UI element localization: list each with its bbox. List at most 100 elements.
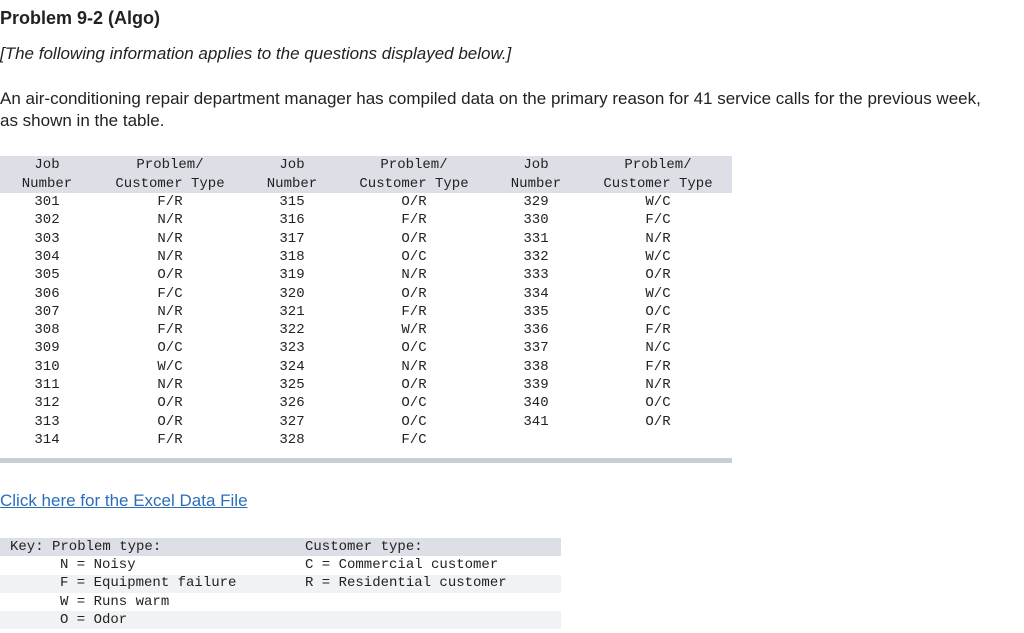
table-cell: 329 — [523, 194, 549, 210]
table-cell: N/C — [645, 340, 671, 357]
table-cell: 311 — [34, 377, 60, 393]
key-text: Key: Problem type: — [10, 539, 162, 555]
table-cell: F/C — [157, 285, 183, 302]
table-cell: N/R — [401, 358, 427, 375]
table-cell: N/R — [157, 377, 183, 393]
table-cell: 325 — [279, 377, 305, 393]
table-cell: 315 — [279, 194, 305, 210]
table-cell: 332 — [523, 248, 549, 265]
table-cell: 327 — [279, 413, 305, 430]
table-cell: N/R — [157, 230, 183, 247]
table-cell: 338 — [523, 358, 549, 375]
table-cell: O/C — [401, 413, 427, 430]
table-cell: 321 — [279, 303, 305, 320]
table-cell: 303 — [34, 230, 60, 247]
column-header: Problem/ — [136, 157, 204, 173]
table-cell: W/C — [645, 248, 671, 265]
key-text: Customer type: — [305, 539, 423, 555]
table-cell: O/C — [645, 303, 671, 320]
table-cell: 340 — [523, 395, 549, 412]
table-cell: F/R — [401, 212, 427, 229]
table-cell: O/R — [645, 267, 671, 284]
table-cell: 308 — [34, 322, 60, 339]
table-cell: 326 — [279, 395, 305, 412]
key-text: N = Noisy — [60, 557, 136, 574]
key-text: F = Equipment failure — [60, 575, 237, 592]
table-cell: F/R — [157, 322, 183, 339]
table-cell: 335 — [523, 303, 549, 320]
table-cell: W/R — [401, 322, 427, 339]
table-cell: O/R — [401, 377, 427, 393]
table-cell: 309 — [34, 340, 60, 357]
column-header: Customer Type — [115, 175, 225, 192]
table-cell: 322 — [279, 322, 305, 339]
table-cell: O/R — [401, 194, 427, 210]
table-cell: 317 — [279, 230, 305, 247]
key-row-bg — [0, 575, 561, 593]
intro: An air-conditioning repair department ma… — [0, 89, 981, 130]
table-cell: 310 — [34, 358, 60, 375]
key-text: C = Commercial customer — [305, 557, 499, 574]
column-header: Problem/ — [380, 157, 448, 173]
table-cell: 307 — [34, 303, 60, 320]
table-cell: 341 — [523, 413, 549, 430]
table-cell: O/R — [157, 413, 183, 430]
table-cell: 324 — [279, 358, 305, 375]
key-text: R = Residential customer — [305, 575, 507, 592]
column-header: Job — [34, 157, 60, 173]
table-cell: 330 — [523, 212, 549, 229]
table-cell: W/C — [645, 285, 671, 302]
table-cell: O/C — [401, 248, 427, 265]
column-header: Number — [21, 175, 73, 192]
table-cell: O/C — [401, 395, 427, 412]
table-cell: O/R — [157, 267, 183, 284]
column-header: Job — [279, 157, 305, 173]
table-cell: 314 — [34, 431, 60, 448]
table-cell: 328 — [279, 431, 305, 448]
table-cell: 305 — [34, 267, 60, 284]
column-header: Problem/ — [624, 157, 692, 173]
table-cell: F/C — [645, 212, 671, 229]
key-text: W = Runs warm — [60, 593, 170, 610]
table-cell: N/R — [157, 248, 183, 265]
excel-link[interactable]: Click here for the Excel Data File — [0, 491, 248, 510]
table-cell: N/R — [157, 303, 183, 320]
table-cell: 336 — [523, 322, 549, 339]
table-cell: 319 — [279, 267, 305, 284]
table-cell: 331 — [523, 230, 549, 247]
column-header: Job — [523, 157, 549, 173]
key-header-bg — [0, 538, 561, 556]
column-header: Customer Type — [359, 175, 469, 192]
table-cell: 313 — [34, 413, 60, 430]
table-cell: 334 — [523, 285, 549, 302]
table-bottom-bar — [0, 458, 732, 463]
table-cell: 333 — [523, 267, 549, 284]
column-header: Number — [266, 175, 318, 192]
table-cell: 318 — [279, 248, 305, 265]
key-row-bg — [0, 611, 561, 629]
column-header: Number — [510, 175, 562, 192]
table-cell: O/C — [401, 340, 427, 357]
title: Problem 9-2 (Algo) — [0, 8, 161, 28]
key-text: O = Odor — [60, 611, 128, 628]
table-cell: 316 — [279, 212, 305, 229]
table-cell: 302 — [34, 212, 60, 229]
table-cell: F/R — [645, 358, 671, 375]
table-cell: 320 — [279, 285, 305, 302]
note: [The following information applies to th… — [0, 44, 512, 63]
table-cell: 304 — [34, 248, 60, 265]
table-cell: N/R — [401, 267, 427, 284]
table-cell: W/C — [157, 358, 183, 375]
table-header-bg — [0, 156, 732, 193]
table-cell: F/R — [401, 303, 427, 320]
column-header: Customer Type — [603, 175, 713, 192]
table-cell: W/C — [645, 194, 671, 210]
table-cell: 339 — [523, 377, 549, 393]
table-cell: O/C — [645, 395, 671, 412]
table-cell: O/R — [645, 413, 671, 430]
table-cell: O/R — [401, 285, 427, 302]
table-cell: N/R — [157, 212, 183, 229]
table-cell: 323 — [279, 340, 305, 357]
table-cell: F/R — [157, 431, 183, 448]
